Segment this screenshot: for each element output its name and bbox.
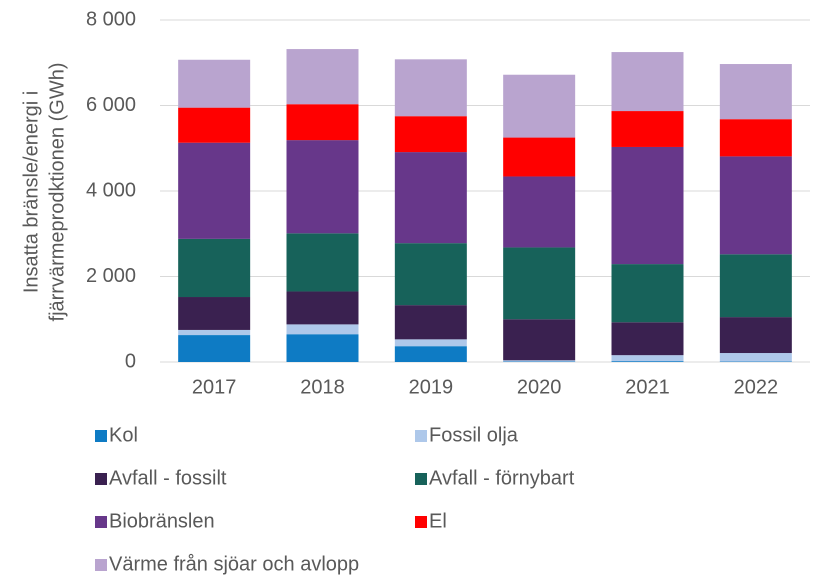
bar-segment (395, 59, 467, 116)
bar-segment (612, 355, 684, 361)
bar-segment (503, 138, 575, 177)
bar-segment (178, 108, 250, 143)
bar-segment (720, 119, 792, 156)
bar-segment (395, 243, 467, 305)
legend-label: Kol (109, 424, 138, 446)
y-axis-label: fjärrvärmeprodktionen (GWh) (46, 63, 68, 322)
x-tick-label: 2022 (734, 376, 779, 398)
bar-segment (395, 305, 467, 339)
bar-segment (287, 291, 359, 324)
legend-label: Avfall - fossilt (109, 467, 227, 489)
legend-label: Fossil olja (429, 424, 519, 446)
bar-segment (720, 317, 792, 353)
y-tick-label: 2 000 (86, 265, 136, 287)
bar-segment (720, 156, 792, 254)
bar-segment (612, 147, 684, 264)
legend-label: Biobränslen (109, 510, 215, 532)
legend-label: Värme från sjöar och avlopp (109, 553, 359, 575)
bar-segment (178, 143, 250, 239)
legend-swatch (95, 473, 107, 485)
bar-segment (720, 64, 792, 119)
bar-segment (395, 152, 467, 243)
bar-segment (395, 339, 467, 346)
legend-swatch (415, 473, 427, 485)
bar-segment (287, 49, 359, 104)
bar-segment (612, 111, 684, 147)
bar-segment (503, 247, 575, 319)
bar-segment (612, 52, 684, 111)
bar-segment (287, 104, 359, 140)
y-tick-label: 4 000 (86, 179, 136, 201)
bar-segment (287, 324, 359, 334)
bar-segment (178, 330, 250, 335)
bar-segment (178, 60, 250, 108)
x-tick-label: 2017 (192, 376, 237, 398)
legend-swatch (95, 430, 107, 442)
bar-segment (612, 361, 684, 362)
bar-segment (395, 346, 467, 362)
legend-swatch (95, 516, 107, 528)
x-tick-label: 2018 (300, 376, 345, 398)
legend-swatch (95, 559, 107, 571)
bar-segment (612, 322, 684, 355)
bar-segment (503, 75, 575, 138)
bar-segment (503, 319, 575, 360)
legend-swatch (415, 516, 427, 528)
bar-segment (178, 239, 250, 297)
bar-segment (395, 116, 467, 152)
x-tick-label: 2020 (517, 376, 562, 398)
bar-segment (287, 233, 359, 291)
x-tick-label: 2019 (409, 376, 454, 398)
bar-segment (503, 360, 575, 361)
legend-swatch (415, 430, 427, 442)
bar-segment (503, 176, 575, 247)
bar-segment (720, 353, 792, 362)
legend-label: El (429, 510, 447, 532)
bar-segment (178, 335, 250, 362)
x-tick-label: 2021 (625, 376, 670, 398)
bar-segment (720, 254, 792, 317)
bar-segment (612, 264, 684, 322)
bar-segment (178, 297, 250, 330)
y-tick-label: 8 000 (86, 8, 136, 30)
legend-label: Avfall - förnybart (429, 467, 575, 489)
bar-segment (287, 334, 359, 362)
y-tick-label: 0 (125, 350, 136, 372)
bar-segment (287, 140, 359, 233)
y-tick-label: 6 000 (86, 94, 136, 116)
y-axis-label: Insatta bränsle/energi i (20, 91, 42, 293)
